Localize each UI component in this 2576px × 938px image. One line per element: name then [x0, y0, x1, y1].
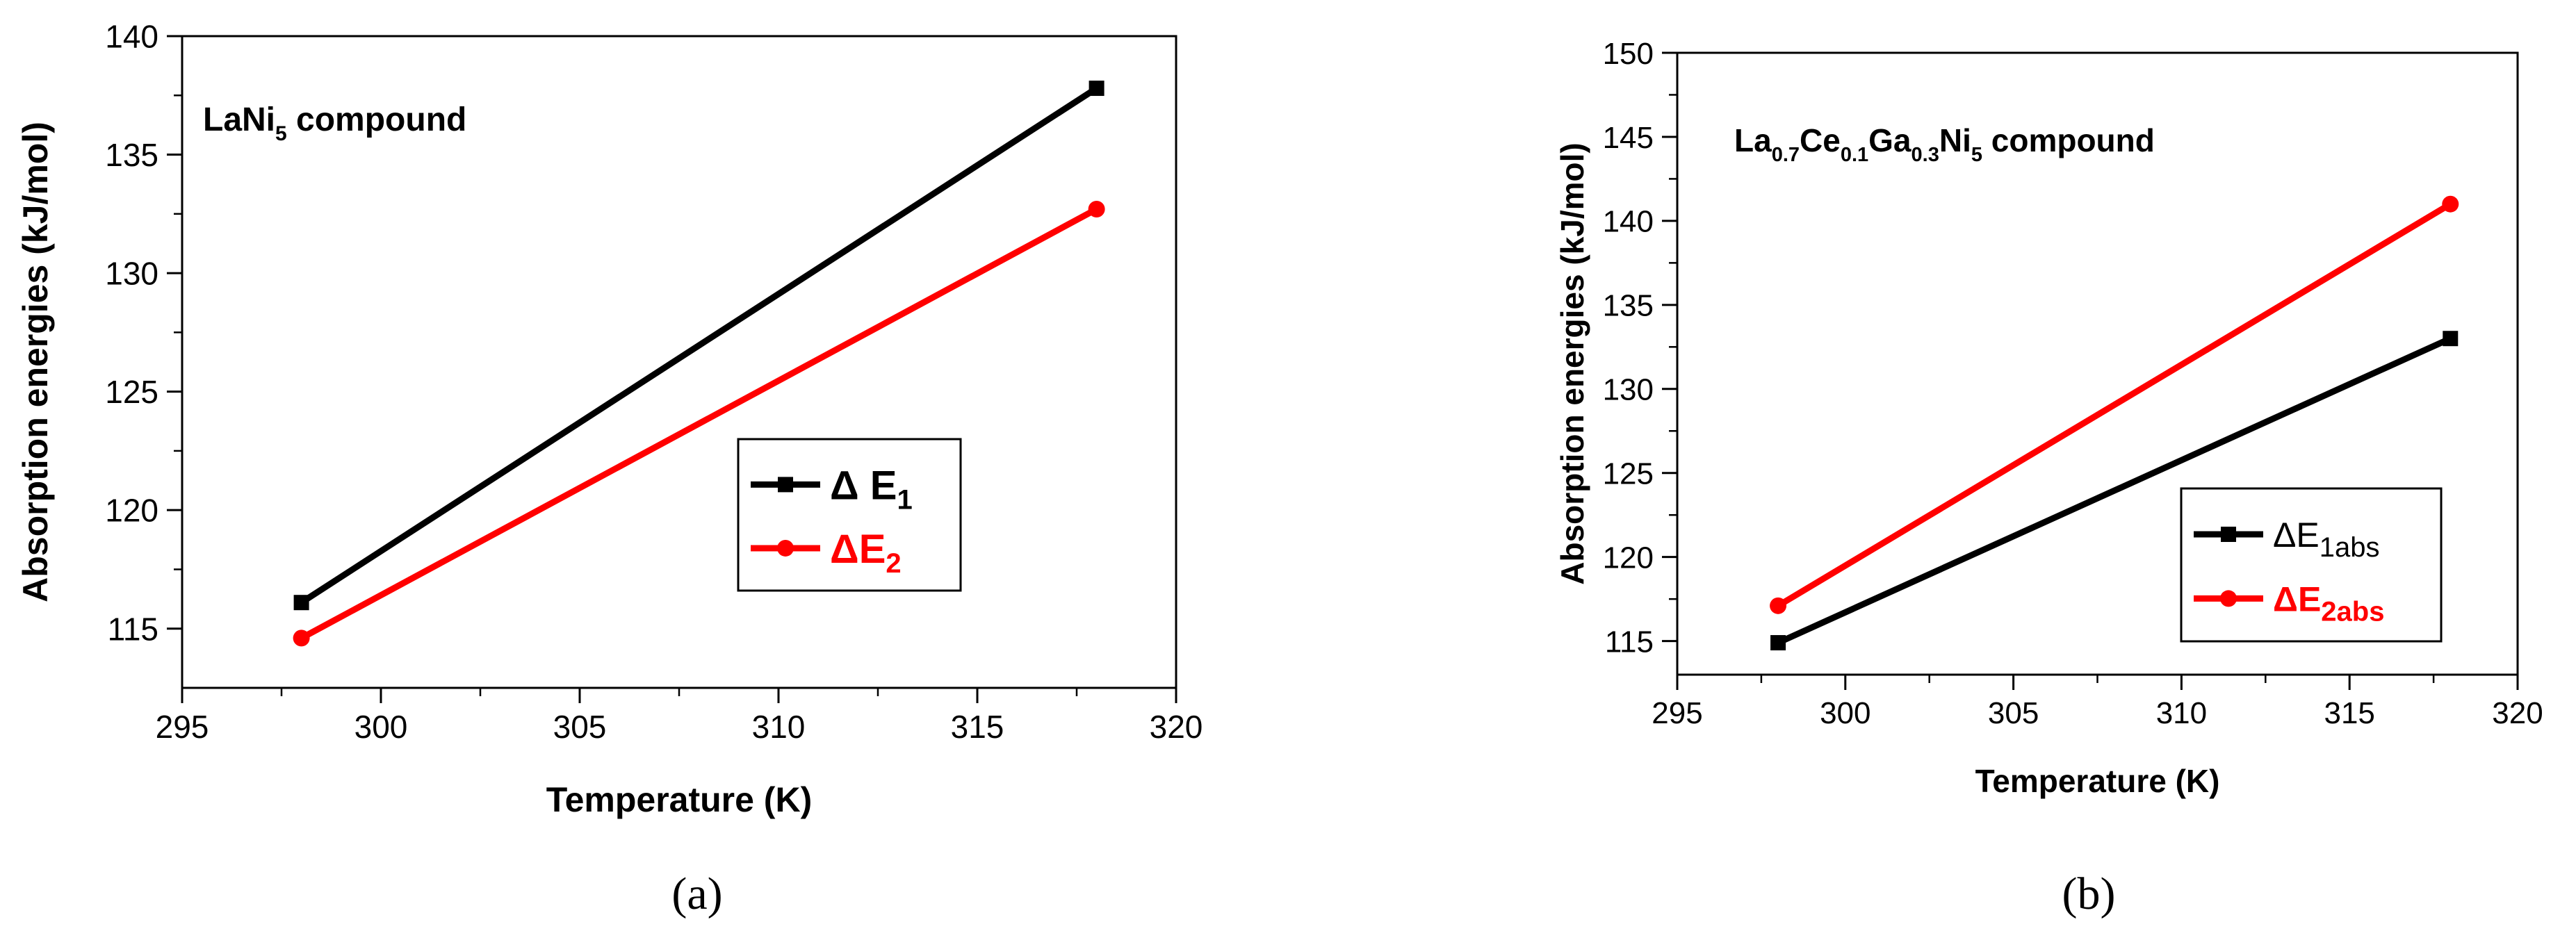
- compound-annotation: La0.7​Ce0.1​Ga0.3​Ni5​ compound: [1734, 122, 2155, 166]
- compound-tail: compound: [287, 101, 467, 138]
- legend-entry-1: Δ E1: [830, 463, 913, 515]
- legend-swatch-circle: [777, 539, 794, 557]
- panel-a: 295 300 305 310 315 320115120125130135140Temp…: [16, 19, 1203, 919]
- legend-entry-2: ΔE2abs: [2273, 579, 2384, 627]
- data-point-circle: [293, 630, 310, 647]
- x-tick-label: 300: [1820, 696, 1870, 730]
- y-tick-label: 140: [1603, 205, 1654, 239]
- y-axis-label: Absorption energies (kJ/mol): [16, 122, 55, 602]
- x-tick-label: 300: [354, 709, 408, 745]
- legend-main: ΔE: [830, 527, 886, 572]
- legend-swatch-circle: [2220, 590, 2237, 607]
- legend-entry-1: ΔE1abs: [2273, 516, 2380, 563]
- compound-subscript: 5: [275, 122, 287, 145]
- x-tick-label: 310: [752, 709, 806, 745]
- legend-subscript: 1abs: [2320, 532, 2380, 563]
- data-point-square: [293, 595, 309, 611]
- x-tick-label: 305: [553, 709, 607, 745]
- y-tick-label: 150: [1603, 37, 1654, 71]
- series-line-1: [300, 85, 1099, 605]
- x-tick-label: 305: [1988, 696, 2039, 730]
- legend-entry-2: ΔE2: [830, 527, 902, 579]
- y-axis-label: Absorption energies (kJ/mol): [1554, 142, 1590, 584]
- series-line-1: [1777, 336, 2452, 646]
- y-tick-label: 135: [1603, 289, 1654, 323]
- y-tick-label: 125: [105, 374, 158, 410]
- data-point-circle: [1770, 597, 1787, 614]
- element-symbol: Ga: [1868, 122, 1911, 158]
- data-point-circle: [2442, 195, 2459, 213]
- x-tick-label: 295: [1652, 696, 1702, 730]
- element-subscript: 5: [1971, 144, 1982, 166]
- compound-annotation: LaNi5​ compound: [203, 101, 466, 145]
- x-tick-label: 315: [2324, 696, 2374, 730]
- x-tick-label: 315: [951, 709, 1004, 745]
- y-tick-label: 115: [108, 611, 158, 647]
- legend-swatch-square: [2221, 527, 2236, 542]
- x-tick-label: 295: [156, 709, 209, 745]
- y-tick-label: 115: [1605, 625, 1654, 659]
- element-subscript: 0.1: [1841, 144, 1868, 166]
- x-tick-label: 310: [2156, 696, 2207, 730]
- y-tick-label: 120: [1603, 541, 1654, 575]
- legend-subscript: 2: [886, 548, 901, 579]
- element-subscript: 0.3: [1911, 144, 1939, 166]
- compound-tail: compound: [1982, 122, 2155, 158]
- data-point-square: [2443, 331, 2459, 347]
- panel-caption: (a): [671, 869, 722, 919]
- x-axis-label: Temperature (K): [546, 780, 812, 819]
- series-line-2: [1776, 201, 2452, 609]
- x-tick-label: 320: [1150, 709, 1203, 745]
- y-tick-label: 145: [1603, 121, 1654, 155]
- x-axis-label: Temperature (K): [1975, 763, 2220, 799]
- y-tick-label: 140: [105, 19, 158, 55]
- element-subscript: 0.7: [1772, 144, 1800, 166]
- panel-b: 295 300 305 310 315 320 115 120 125 130 135 140 145 1…: [1554, 37, 2543, 919]
- panel-caption: (b): [2062, 869, 2116, 919]
- data-point-square: [1089, 81, 1104, 97]
- legend-main: ΔE: [2273, 579, 2321, 618]
- element-symbol: Ni: [1939, 122, 1971, 158]
- legend-subscript: 2abs: [2321, 596, 2384, 627]
- y-tick-label: 120: [105, 493, 158, 529]
- legend-box: [737, 438, 962, 592]
- y-tick-label: 135: [105, 137, 158, 173]
- data-point-circle: [1088, 200, 1105, 217]
- element-symbol: Ce: [1800, 122, 1841, 158]
- legend-subscript: 1: [897, 484, 913, 515]
- y-tick-label: 130: [105, 256, 158, 292]
- element-symbol: La: [1734, 122, 1772, 158]
- y-tick-label: 130: [1603, 373, 1654, 407]
- y-tick-label: 125: [1603, 457, 1654, 491]
- legend-swatch-square: [778, 477, 793, 493]
- compound-base: LaNi: [203, 101, 275, 138]
- legend-main: ΔE: [2273, 516, 2320, 554]
- legend-box: [2180, 487, 2443, 643]
- legend-main: Δ E: [830, 463, 897, 508]
- series-line-2: [300, 206, 1098, 641]
- data-point-square: [1770, 635, 1786, 651]
- x-tick-label: 320: [2492, 696, 2543, 730]
